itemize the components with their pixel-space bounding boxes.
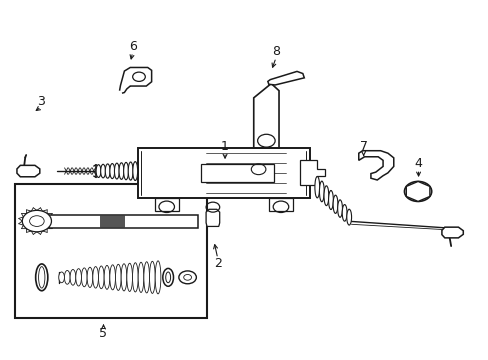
Polygon shape [205, 209, 219, 226]
Polygon shape [253, 84, 279, 148]
Text: 4: 4 [414, 157, 422, 170]
Ellipse shape [163, 269, 173, 286]
Ellipse shape [39, 267, 45, 288]
Ellipse shape [346, 209, 351, 225]
Ellipse shape [128, 162, 133, 180]
Ellipse shape [126, 263, 132, 292]
Polygon shape [441, 227, 462, 238]
Text: 2: 2 [213, 257, 221, 270]
Ellipse shape [59, 272, 64, 283]
Ellipse shape [110, 265, 115, 290]
Polygon shape [268, 198, 292, 211]
Ellipse shape [64, 270, 70, 284]
Polygon shape [119, 67, 151, 93]
Ellipse shape [149, 261, 155, 293]
Ellipse shape [114, 163, 119, 179]
Polygon shape [358, 151, 393, 180]
Text: 6: 6 [128, 40, 136, 53]
Ellipse shape [155, 261, 161, 294]
Ellipse shape [76, 269, 81, 286]
Ellipse shape [96, 165, 101, 177]
Polygon shape [17, 165, 40, 177]
Ellipse shape [87, 267, 93, 287]
Ellipse shape [110, 163, 115, 179]
Ellipse shape [36, 264, 48, 291]
Polygon shape [300, 160, 324, 185]
Bar [15, 184, 206, 318]
Text: 3: 3 [37, 95, 45, 108]
Polygon shape [154, 198, 179, 211]
Polygon shape [406, 181, 429, 202]
Ellipse shape [70, 270, 76, 285]
Ellipse shape [332, 195, 337, 213]
Polygon shape [201, 164, 273, 182]
Ellipse shape [133, 162, 137, 180]
Ellipse shape [328, 190, 333, 210]
Ellipse shape [123, 162, 128, 180]
Ellipse shape [104, 265, 110, 289]
Ellipse shape [115, 264, 121, 291]
Circle shape [22, 210, 51, 232]
Ellipse shape [121, 264, 126, 291]
Ellipse shape [314, 176, 319, 198]
Ellipse shape [101, 164, 105, 178]
Ellipse shape [143, 262, 149, 293]
Ellipse shape [119, 163, 123, 179]
Ellipse shape [105, 164, 110, 178]
Polygon shape [100, 215, 124, 227]
Polygon shape [137, 148, 309, 198]
Ellipse shape [132, 263, 138, 292]
Circle shape [404, 181, 431, 202]
Ellipse shape [93, 267, 98, 288]
Ellipse shape [324, 186, 328, 206]
Polygon shape [267, 71, 304, 85]
Ellipse shape [138, 262, 143, 292]
Circle shape [179, 271, 196, 284]
Ellipse shape [337, 200, 342, 217]
Ellipse shape [98, 266, 104, 289]
Text: 5: 5 [99, 327, 107, 340]
Ellipse shape [342, 204, 346, 221]
Text: 1: 1 [221, 140, 228, 153]
Ellipse shape [319, 181, 324, 202]
Text: 7: 7 [359, 140, 367, 153]
Text: 8: 8 [271, 45, 280, 58]
Polygon shape [49, 215, 198, 228]
Ellipse shape [81, 268, 87, 287]
